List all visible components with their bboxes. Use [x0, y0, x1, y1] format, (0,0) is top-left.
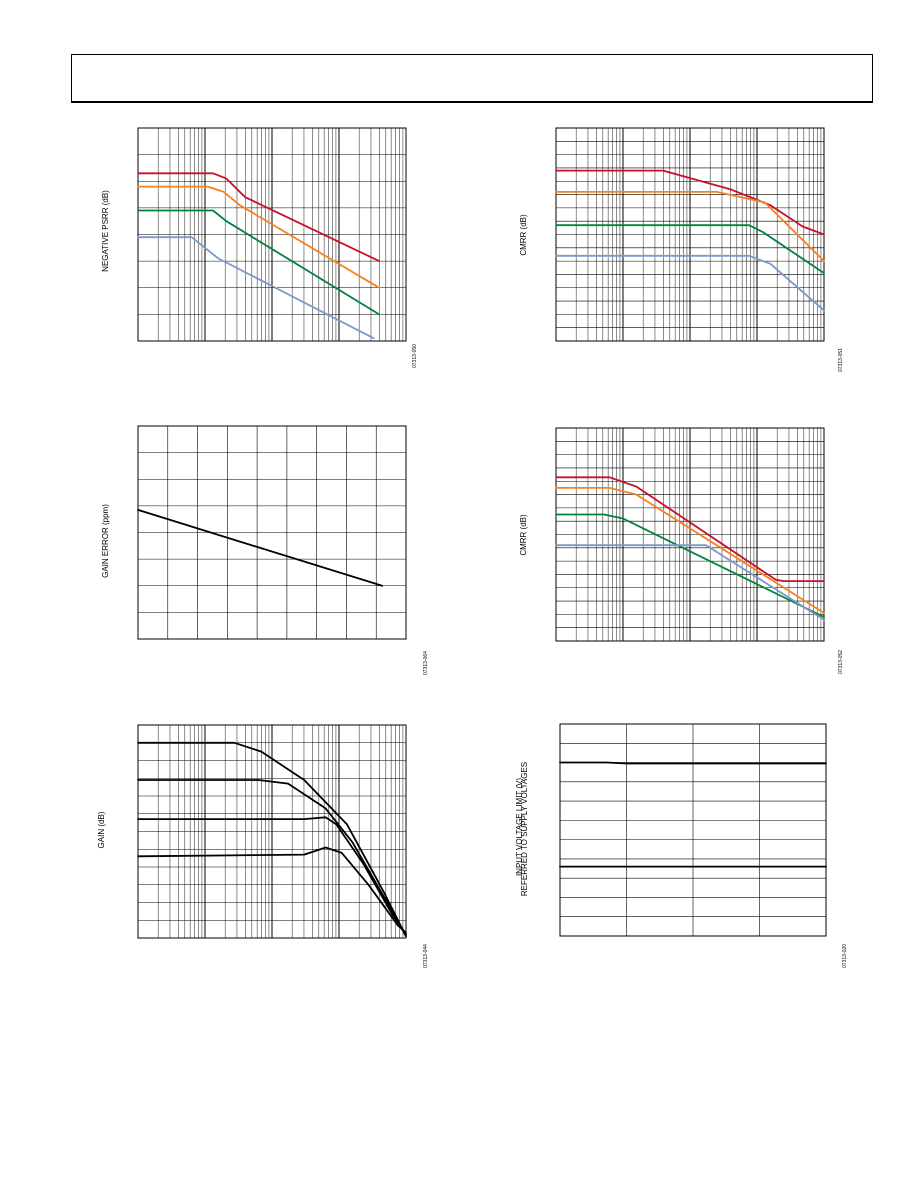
cmrr-chart-1 [555, 127, 825, 342]
chart2-figure-id: 07313-051 [838, 348, 844, 372]
series-line-1 [555, 169, 825, 236]
plot-frame [137, 127, 407, 342]
page-header-box [71, 54, 873, 103]
series-line-3 [137, 816, 407, 936]
input-voltage-limit-chart [559, 723, 827, 937]
series-line-3 [555, 224, 825, 274]
plot-frame [137, 425, 407, 640]
series-line-1 [137, 741, 407, 938]
chart6-ylabel-line2: REFERRED TO SUPPLY VOLTAGES [520, 761, 529, 897]
chart1-ylabel: NEGATIVE PSRR (dB) [101, 190, 110, 272]
chart5-figure-id: 07313-044 [423, 944, 429, 968]
chart2-ylabel: CMRR (dB) [519, 214, 528, 256]
plot-frame [555, 427, 825, 642]
series-line-4 [137, 846, 407, 934]
chart1-figure-id: 07313-050 [412, 344, 418, 368]
series-line-1 [137, 509, 384, 587]
series-line-1 [559, 761, 827, 765]
series-line-4 [137, 236, 375, 340]
series-line-2 [137, 779, 407, 938]
chart5-ylabel: GAIN (dB) [97, 811, 106, 849]
series-line-2 [555, 487, 825, 614]
series-line-2 [137, 185, 381, 289]
chart4-figure-id: 07313-052 [838, 650, 844, 674]
gain-error-chart [137, 425, 407, 640]
series-line-1 [137, 172, 381, 262]
series-line-3 [137, 209, 381, 316]
gain-chart [137, 724, 407, 939]
chart3-figure-id: 07313-064 [423, 651, 429, 675]
cmrr-chart-2 [555, 427, 825, 642]
chart4-ylabel: CMRR (dB) [519, 514, 528, 556]
negative-psrr-chart [137, 127, 407, 342]
chart6-figure-id: 07313-020 [842, 944, 848, 968]
series-line-1 [555, 476, 825, 582]
plot-frame [137, 724, 407, 939]
chart3-ylabel: GAIN ERROR (ppm) [101, 504, 110, 578]
series-line-3 [555, 513, 825, 618]
plot-frame [559, 723, 827, 937]
series-line-2 [555, 191, 825, 262]
series-line-4 [555, 254, 825, 312]
series-line-4 [555, 544, 825, 621]
